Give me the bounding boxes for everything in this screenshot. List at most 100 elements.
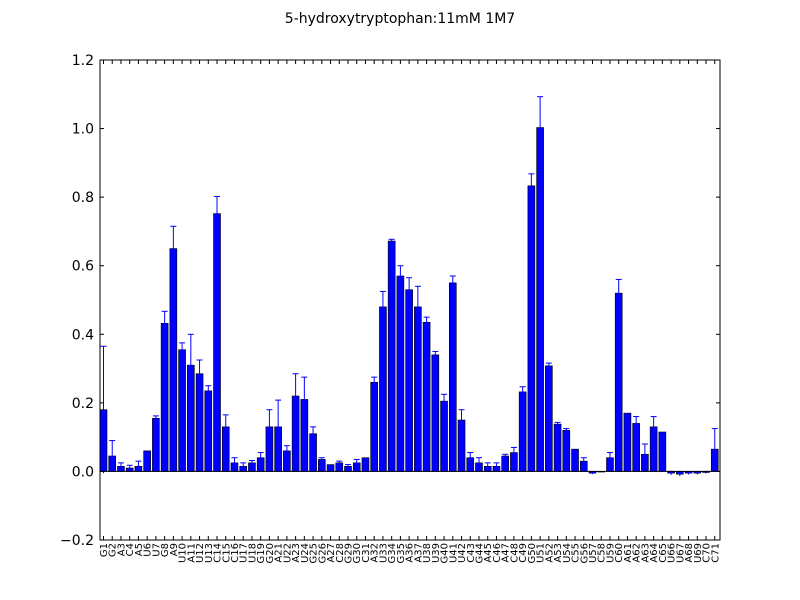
x-tick-label-U12: U12	[195, 543, 206, 563]
x-tick-label-U6: U6	[143, 543, 154, 557]
x-tick-label-G44: G44	[474, 543, 485, 563]
x-tick-label-G29: G29	[344, 543, 355, 563]
x-tick-label-C48: C48	[509, 543, 520, 563]
x-tick-label-C58: C58	[597, 543, 608, 563]
x-tick-label-U57: U57	[588, 543, 599, 563]
x-tick-label-C31: C31	[361, 543, 372, 563]
bar-U39	[431, 354, 440, 472]
bar-A9	[169, 248, 178, 472]
bar-G50	[527, 185, 536, 472]
bar-G26	[318, 459, 326, 472]
x-tick-label-A45: A45	[483, 543, 494, 563]
x-tick-label-U42: U42	[457, 543, 468, 563]
x-tick-label-U59: U59	[605, 543, 616, 563]
bar-U10	[178, 349, 186, 472]
bar-C65	[658, 431, 667, 472]
x-tick-label-A5: A5	[134, 543, 145, 556]
bar-U33	[379, 306, 387, 472]
x-axis-ticks: G1G2A3C4A5U6U7G8A9U10A11U12U13C14C15C16U…	[99, 60, 721, 563]
x-tick-label-G30: G30	[352, 543, 363, 563]
y-tick-label: 0.8	[72, 190, 94, 206]
bar-C60	[614, 292, 623, 472]
bar-U13	[204, 390, 213, 472]
bar-G40	[440, 400, 448, 472]
bar-A27	[326, 464, 335, 472]
x-tick-label-C4: C4	[125, 543, 136, 556]
y-tick-label: 0.4	[72, 327, 94, 343]
bar-U41	[448, 282, 457, 472]
x-tick-label-U54: U54	[562, 543, 573, 563]
y-tick-label: 1.2	[72, 53, 94, 69]
x-tick-label-U13: U13	[204, 543, 215, 563]
x-tick-label-G25: G25	[309, 543, 320, 563]
x-tick-label-A21: A21	[274, 543, 285, 563]
x-tick-label-G1: G1	[99, 543, 110, 557]
x-tick-label-C60: C60	[614, 543, 625, 563]
x-tick-label-U66: U66	[667, 543, 678, 563]
bar-U54	[562, 429, 571, 472]
x-tick-label-U10: U10	[178, 543, 189, 563]
bar-C14	[213, 213, 221, 472]
x-tick-label-C55: C55	[571, 543, 582, 563]
bar-C55	[571, 448, 579, 472]
x-tick-label-A47: A47	[501, 543, 512, 563]
x-tick-label-A64: A64	[649, 543, 660, 563]
x-tick-label-U38: U38	[422, 543, 433, 563]
x-tick-label-G56: G56	[579, 543, 590, 563]
bar-U12	[195, 373, 204, 472]
x-tick-label-G34: G34	[387, 543, 398, 563]
x-tick-label-G19: G19	[256, 543, 267, 563]
x-tick-label-U24: U24	[300, 543, 311, 563]
x-tick-label-A3: A3	[116, 543, 127, 556]
x-tick-label-A11: A11	[186, 543, 197, 563]
x-tick-label-C49: C49	[518, 543, 529, 563]
x-tick-label-G35: G35	[396, 543, 407, 563]
bar-U51	[536, 127, 544, 472]
x-tick-label-A23: A23	[291, 543, 302, 563]
bar-A52	[545, 365, 553, 472]
bar-U38	[422, 321, 431, 472]
bar-G8	[160, 323, 169, 472]
x-tick-label-U39: U39	[431, 543, 442, 563]
x-tick-label-G8: G8	[160, 543, 171, 557]
bar-A62	[632, 423, 640, 472]
y-tick-label: 1.0	[72, 122, 94, 138]
x-tick-label-C65: C65	[658, 543, 669, 563]
x-tick-label-C46: C46	[492, 543, 503, 563]
x-tick-label-C28: C28	[335, 543, 346, 563]
plot-frame	[99, 59, 721, 541]
y-axis-ticks: −0.2 0.0 0.2 0.4 0.6 0.8 1.0 1.2	[60, 53, 720, 549]
error-bar-series	[100, 96, 718, 477]
x-tick-label-C16: C16	[230, 543, 241, 563]
x-tick-label-U22: U22	[282, 543, 293, 563]
x-tick-label-A36: A36	[405, 543, 416, 563]
bar-A61	[623, 412, 632, 472]
bar-A32	[370, 381, 378, 472]
x-tick-label-U51: U51	[536, 543, 547, 563]
chart-title: 5-hydroxytryptophan:11mM 1M7	[285, 11, 515, 27]
bar-A36	[405, 289, 413, 472]
x-tick-label-C14: C14	[213, 543, 224, 563]
bar-A37	[414, 306, 422, 472]
bar-A47	[501, 455, 509, 472]
x-tick-label-G26: G26	[317, 543, 328, 563]
x-tick-label-A61: A61	[623, 543, 634, 563]
x-tick-label-A27: A27	[326, 543, 337, 563]
x-tick-label-U41: U41	[448, 543, 459, 563]
x-tick-label-A37: A37	[413, 543, 424, 563]
x-tick-label-U69: U69	[693, 543, 704, 563]
x-tick-label-A53: A53	[553, 543, 564, 563]
x-tick-label-C70: C70	[702, 543, 713, 563]
x-tick-label-A68: A68	[684, 543, 695, 563]
x-tick-label-U17: U17	[239, 543, 250, 563]
x-tick-label-G2: G2	[108, 543, 119, 557]
x-tick-label-U7: U7	[151, 543, 162, 557]
x-tick-label-A63: A63	[640, 543, 651, 563]
bar-G34	[387, 240, 396, 472]
bar-G35	[396, 275, 405, 472]
x-tick-label-U33: U33	[378, 543, 389, 563]
x-tick-label-U18: U18	[247, 543, 258, 563]
bar-A53	[553, 423, 562, 472]
x-tick-label-C71: C71	[710, 543, 721, 563]
